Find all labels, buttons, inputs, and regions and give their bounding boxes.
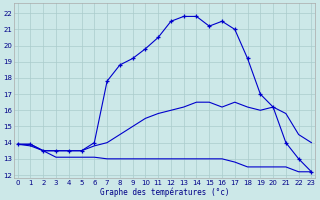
X-axis label: Graphe des températures (°c): Graphe des températures (°c) bbox=[100, 187, 229, 197]
